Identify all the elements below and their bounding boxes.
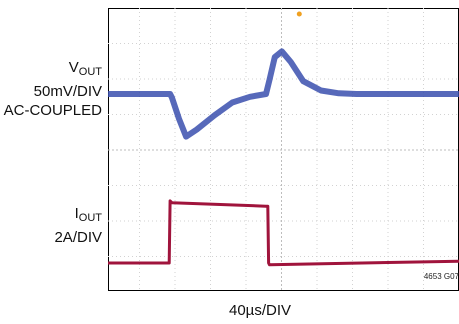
- vout-label: VOUT 50mV/DIV AC-COUPLED: [0, 58, 102, 120]
- timebase-label: 40µs/DIV: [229, 302, 291, 319]
- vout-coupling: AC-COUPLED: [3, 102, 102, 119]
- grid: [108, 8, 459, 291]
- vout-name: VOUT: [68, 59, 102, 78]
- figure-id: 4653 G07: [423, 272, 459, 281]
- iout-trace: [108, 199, 459, 267]
- scope-screen: [108, 8, 459, 291]
- iout-scale: 2A/DIV: [54, 229, 102, 246]
- iout-label: IOUT 2A/DIV: [0, 204, 102, 247]
- vout-scale: 50mV/DIV: [33, 83, 102, 100]
- vout-trace: [108, 48, 459, 140]
- trigger-marker: [296, 11, 302, 17]
- iout-name: IOUT: [74, 205, 102, 224]
